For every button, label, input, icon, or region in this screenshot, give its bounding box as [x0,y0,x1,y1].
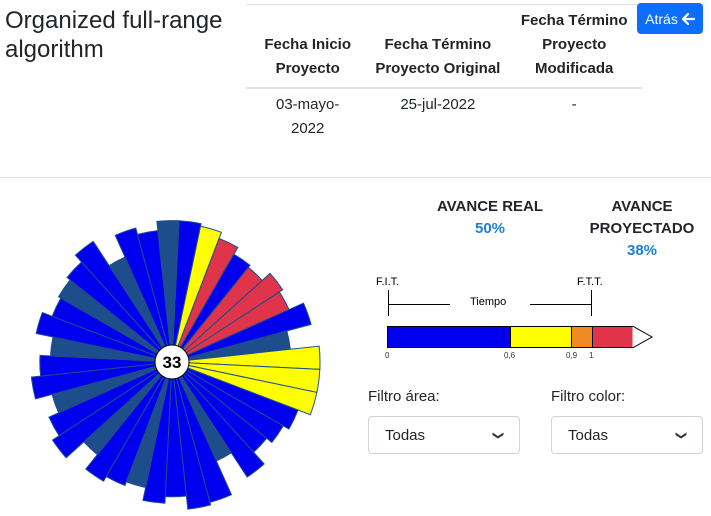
polar-sector[interactable] [48,361,173,437]
polar-sector[interactable] [35,311,173,363]
fecha-inicio-value: 03-mayo-2022 [246,88,369,145]
filtro-area-label: Filtro área: [368,388,440,405]
polar-chart: 33 [30,220,321,510]
timeline-segment-red [592,326,634,348]
filtro-area-select[interactable]: Todas ❯ [368,416,520,454]
timeline-arrow-icon [632,325,654,349]
table-row: 03-mayo-2022 25-jul-2022 - [246,88,642,145]
filtro-area-value: Todas [385,426,426,444]
polar-sector[interactable] [171,361,318,416]
timeline-bar [387,326,634,348]
tick-06: 0,6 [504,351,516,360]
center-label: 33 [163,353,182,372]
polar-sector[interactable] [171,302,312,363]
avance-real-label: AVANCE REAL [436,198,544,215]
timeline-segment-yellow [510,326,571,348]
back-button[interactable]: Atrás [637,3,703,34]
avance-real-value: 50% [474,220,506,237]
col-fecha-termino-modificada: Fecha Término Proyecto Modificada [506,4,642,89]
polar-sector[interactable] [114,227,173,363]
fecha-termino-modificada-value: - [571,96,577,113]
col-fecha-termino-original: Fecha Término Proyecto Original [369,4,507,89]
tiempo-label: Tiempo [470,296,507,308]
chevron-down-icon: ❯ [674,430,687,440]
timeline-segment-orange [571,326,592,348]
tick-1: 1 [589,351,594,360]
polar-sector[interactable] [51,361,173,459]
avance-real: AVANCE REAL 50% [432,196,548,240]
filtro-color-value: Todas [568,426,609,444]
chevron-down-icon: ❯ [491,430,504,440]
polar-sector[interactable] [74,240,173,363]
polar-sector[interactable] [171,253,251,363]
page-title: Organized full-range algorithm [5,7,223,63]
ftt-marker [591,290,592,316]
polar-sector[interactable] [171,361,284,444]
filtro-color-select[interactable]: Todas ❯ [551,416,703,454]
filtro-color-label: Filtro color: [551,388,626,405]
arrow-left-icon [681,12,695,25]
polar-sector[interactable] [171,237,239,363]
avance-proyectado-label: AVANCE PROYECTADO [589,198,695,237]
tiempo-line-left [388,304,450,305]
polar-sector[interactable] [171,361,212,510]
fit-label: F.I.T. [376,276,400,288]
fit-marker [388,290,389,316]
fecha-inicio-text: 03-mayo-2022 [275,96,340,137]
polar-sector[interactable] [171,225,223,363]
tick-0: 0 [385,351,390,360]
project-dates-table: Fecha Inicio Proyecto Fecha Término Proy… [246,4,642,145]
polar-sector[interactable] [85,361,173,482]
fecha-termino-original-value: 25-jul-2022 [400,96,476,113]
polar-sector[interactable] [171,272,284,363]
col-fecha-inicio: Fecha Inicio Proyecto [246,4,370,89]
tiempo-line-right [530,304,591,305]
section-divider [0,177,711,178]
ftt-label: F.T.T. [577,276,603,288]
avance-proyectado: AVANCE PROYECTADO 38% [587,196,697,262]
center-circle [154,344,190,380]
tick-09: 0,9 [566,351,578,360]
polar-sector[interactable] [156,220,180,363]
polar-sector[interactable] [30,361,173,400]
back-button-label: Atrás [645,10,678,27]
timeline-segment-blue [387,326,510,348]
polar-sector[interactable] [171,361,265,478]
avance-proyectado-value: 38% [626,242,658,259]
polar-sector[interactable] [171,361,299,430]
